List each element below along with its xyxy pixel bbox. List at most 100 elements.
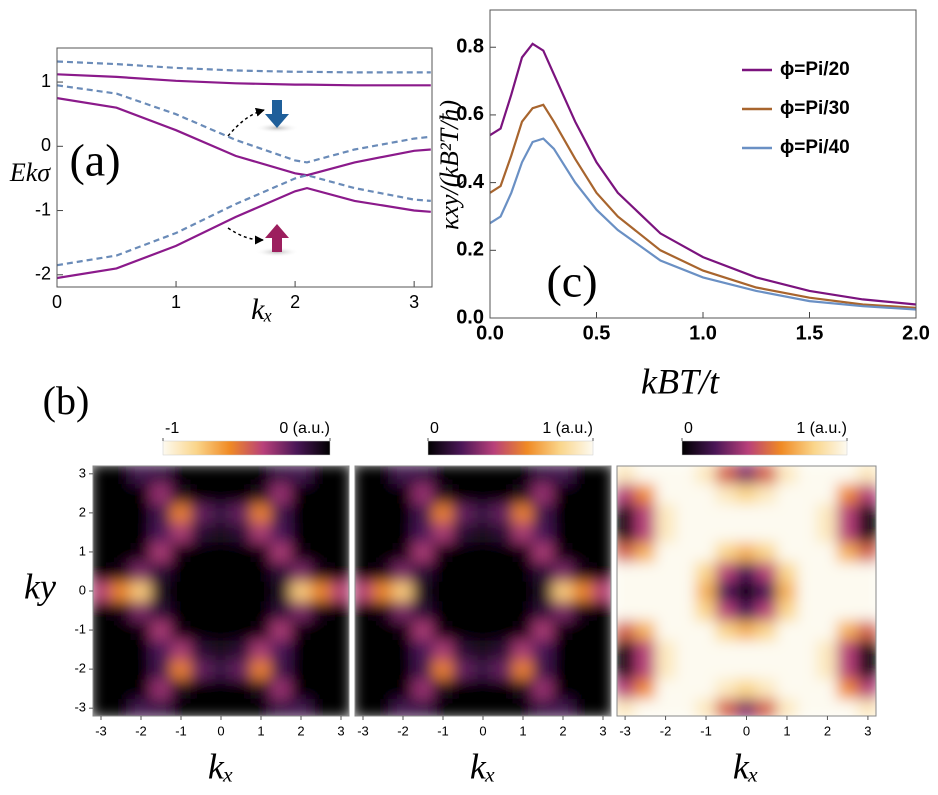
heatmap-cell bbox=[170, 466, 192, 485]
heatmap-cell bbox=[170, 580, 192, 602]
heatmap-cell bbox=[796, 466, 818, 485]
heatmap-cell bbox=[130, 580, 152, 602]
heatmap-cell bbox=[512, 678, 534, 699]
heatmap-cell bbox=[372, 466, 394, 485]
heatmap-cell bbox=[392, 522, 414, 543]
heatmap-cell bbox=[270, 541, 292, 563]
y-tick-label: 0 bbox=[41, 135, 51, 155]
heatmap-cell bbox=[270, 561, 292, 582]
heatmap-cell bbox=[412, 541, 434, 563]
heatmap-cell bbox=[290, 639, 312, 660]
heatmap-cell bbox=[290, 658, 312, 680]
heatmap-cell bbox=[796, 561, 818, 582]
heatmap-cell bbox=[330, 678, 349, 699]
heatmap-cell bbox=[130, 522, 152, 543]
heatmap-cell bbox=[837, 561, 859, 582]
heatmap-cell bbox=[756, 658, 778, 680]
heatmap-cell bbox=[695, 678, 717, 699]
plot-frame bbox=[56, 47, 433, 288]
heatmap-cell bbox=[210, 678, 232, 699]
x-tick-label: 1 bbox=[257, 723, 264, 738]
y-tick-label: 1 bbox=[79, 543, 86, 558]
heatmap-cell bbox=[816, 697, 839, 716]
heatmap-cell bbox=[796, 697, 818, 716]
heatmap-cell bbox=[290, 466, 312, 485]
heatmap-cell bbox=[372, 697, 394, 716]
heatmap-cell bbox=[756, 639, 778, 660]
heatmap-cell bbox=[492, 619, 514, 641]
heatmap-cell bbox=[735, 561, 758, 582]
heatmap-cell bbox=[592, 678, 611, 699]
x-tick-label: 0 bbox=[743, 723, 750, 738]
heatmap-cell bbox=[715, 697, 737, 716]
heatmap-cell bbox=[776, 600, 798, 621]
heatmap-cell bbox=[695, 522, 717, 543]
heatmap-cell bbox=[330, 502, 349, 524]
x-tick-label: -2 bbox=[397, 723, 409, 738]
heatmap-cell bbox=[412, 600, 434, 621]
heatmap-cell bbox=[310, 483, 332, 504]
heatmap-cell bbox=[230, 658, 252, 680]
heatmap-cell bbox=[310, 541, 332, 563]
heatmap-cell bbox=[617, 466, 636, 485]
heatmap-cell bbox=[592, 619, 611, 641]
heatmap-cell bbox=[675, 619, 697, 641]
heatmap-cell bbox=[756, 678, 778, 699]
heatmap-cell bbox=[654, 541, 677, 563]
heatmap-cell bbox=[552, 502, 574, 524]
heatmap-cell bbox=[634, 483, 656, 504]
heatmap-cell bbox=[695, 697, 717, 716]
heatmap-cell bbox=[150, 541, 172, 563]
heatmap-cell bbox=[250, 639, 272, 660]
heatmap-cell bbox=[816, 600, 839, 621]
heatmap-cell bbox=[392, 619, 414, 641]
heatmap-cell bbox=[512, 522, 534, 543]
heatmap-cell bbox=[715, 658, 737, 680]
heatmap-cell bbox=[715, 639, 737, 660]
heatmap-cell bbox=[355, 483, 374, 504]
x-tick-label: 1 bbox=[171, 292, 181, 312]
heatmap-cells bbox=[355, 466, 611, 716]
heatmap-cell bbox=[190, 502, 212, 524]
heatmap-cell bbox=[190, 678, 212, 699]
heatmap-cell bbox=[756, 561, 778, 582]
heatmap-cell bbox=[654, 522, 677, 543]
heatmap-cell bbox=[796, 580, 818, 602]
heatmap-cell bbox=[432, 561, 454, 582]
heatmap-cell bbox=[330, 483, 349, 504]
y-axis-label: Ekσ bbox=[9, 158, 51, 187]
heatmap-cells bbox=[617, 466, 876, 716]
heatmap-cell bbox=[592, 561, 611, 582]
colorbar bbox=[162, 440, 331, 456]
heatmap-cell bbox=[372, 502, 394, 524]
heatmap-cell bbox=[492, 697, 514, 716]
heatmap-cell bbox=[310, 561, 332, 582]
heatmap-cell bbox=[270, 600, 292, 621]
heatmap-cell bbox=[675, 697, 697, 716]
heatmap-cell bbox=[837, 619, 859, 641]
heatmap-cell bbox=[857, 580, 876, 602]
heatmap-cell bbox=[452, 600, 474, 621]
panel-label: (a) bbox=[69, 135, 120, 186]
heatmap-cell bbox=[816, 522, 839, 543]
heatmap-cell bbox=[552, 639, 574, 660]
heatmap-cell bbox=[532, 619, 554, 641]
x-tick-label: 2 bbox=[824, 723, 831, 738]
heatmap-cell bbox=[230, 483, 252, 504]
heatmap-cell bbox=[617, 483, 636, 504]
heatmap-cell bbox=[675, 483, 697, 504]
heatmap-cell bbox=[715, 541, 737, 563]
heatmap-cell bbox=[355, 619, 374, 641]
heatmap-cell bbox=[230, 522, 252, 543]
heatmap-cell bbox=[492, 658, 514, 680]
heatmap-cell bbox=[776, 697, 798, 716]
heatmap-cell bbox=[110, 697, 132, 716]
heatmap-cell bbox=[715, 600, 737, 621]
heatmap-cell bbox=[512, 502, 534, 524]
heatmap-cell bbox=[190, 658, 212, 680]
heatmap-cell bbox=[796, 541, 818, 563]
heatmap-cell bbox=[472, 466, 494, 485]
heatmap bbox=[617, 466, 876, 716]
heatmap-cell bbox=[816, 678, 839, 699]
